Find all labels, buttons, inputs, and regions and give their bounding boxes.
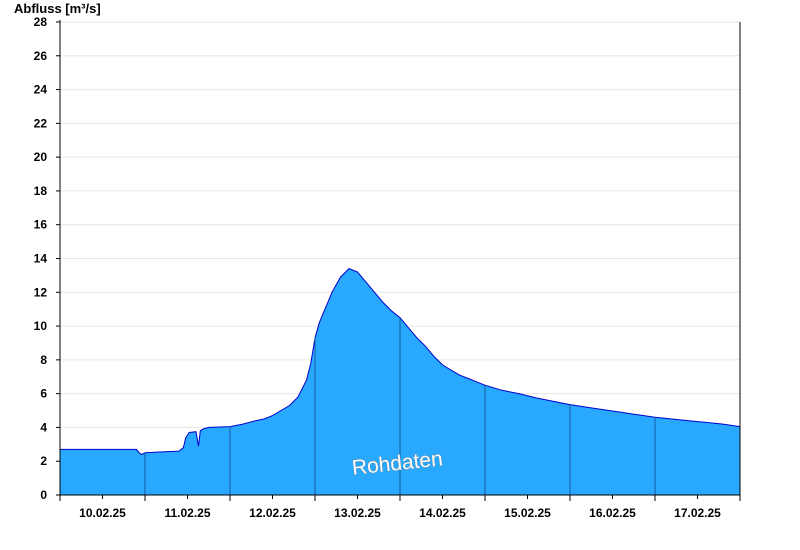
day-separators	[144, 317, 656, 495]
y-tick-label-10: 20	[34, 150, 48, 164]
x-tick-label-6: 16.02.25	[589, 506, 636, 520]
y-tick-label-8: 16	[34, 218, 48, 232]
y-tick-label-6: 12	[34, 285, 48, 299]
x-tick-label-4: 14.02.25	[419, 506, 466, 520]
y-tick-label-3: 6	[40, 387, 47, 401]
y-axis-title: Abfluss [m³/s]	[14, 1, 101, 16]
y-tick-label-11: 22	[34, 116, 48, 130]
y-tick-label-9: 18	[34, 184, 48, 198]
x-axis-ticks: 10.02.25 11.02.25 12.02.25 13.02.25 14.02.25…	[59, 495, 741, 520]
y-tick-label-2: 4	[40, 420, 47, 434]
x-tick-label-1: 11.02.25	[164, 506, 210, 520]
y-tick-label-7: 14	[34, 252, 48, 266]
y-tick-label-14: 28	[34, 15, 48, 29]
y-tick-label-5: 10	[34, 319, 48, 333]
x-tick-label-5: 15.02.25	[504, 506, 551, 520]
x-tick-label-0: 10.02.25	[79, 506, 126, 520]
y-tick-label-13: 26	[34, 49, 48, 63]
y-tick-label-1: 2	[40, 454, 47, 468]
y-tick-label-12: 24	[34, 83, 48, 97]
y-tick-label-0: 0	[40, 488, 47, 502]
x-tick-label-2: 12.02.25	[249, 506, 296, 520]
y-tick-label-4: 8	[40, 353, 47, 367]
x-tick-label-7: 17.02.25	[674, 506, 721, 520]
x-tick-label-3: 13.02.25	[334, 506, 381, 520]
discharge-line	[60, 268, 741, 456]
